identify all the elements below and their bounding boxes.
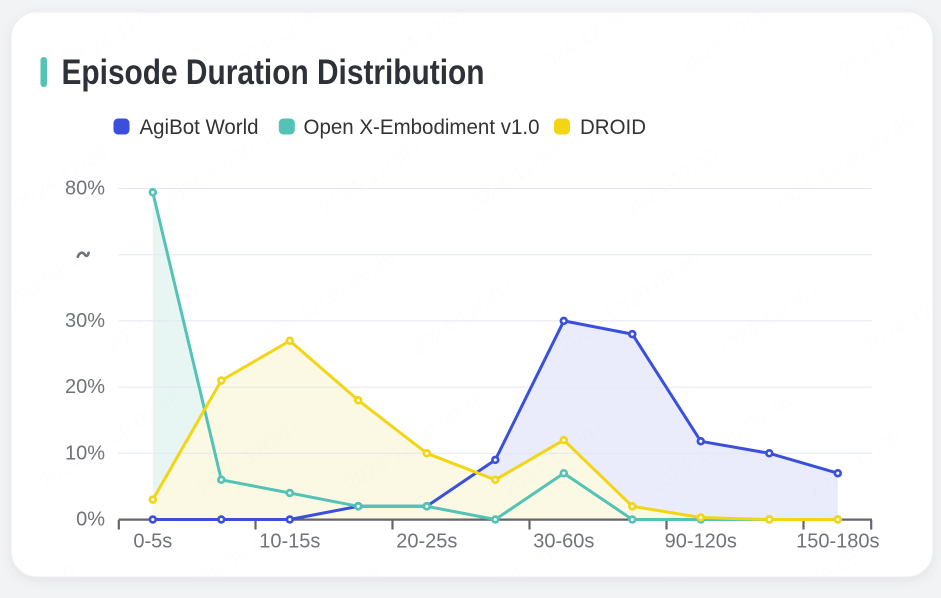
svg-text:90-120s: 90-120s xyxy=(665,531,737,553)
svg-text:30-60s: 30-60s xyxy=(533,531,594,553)
svg-text:80%: 80% xyxy=(65,178,105,200)
svg-text:20%: 20% xyxy=(65,376,105,398)
svg-text:20-25s: 20-25s xyxy=(396,531,457,553)
svg-text:10-15s: 10-15s xyxy=(259,531,320,553)
svg-text:150-180s: 150-180s xyxy=(796,531,879,553)
svg-text:0-5s: 0-5s xyxy=(133,531,172,553)
svg-text:10%: 10% xyxy=(65,442,105,464)
svg-text:0%: 0% xyxy=(76,509,105,531)
svg-text:30%: 30% xyxy=(65,310,105,332)
